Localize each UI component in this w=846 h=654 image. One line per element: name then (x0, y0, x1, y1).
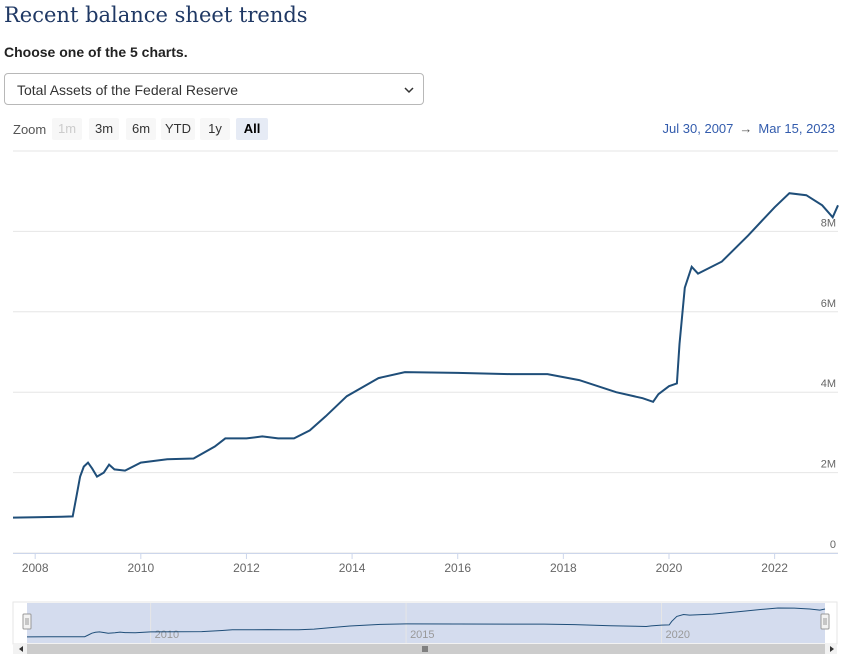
scrollbar-grip-icon (422, 646, 428, 652)
x-tick-label: 2010 (127, 561, 154, 575)
navigator-tick-label: 2010 (155, 629, 179, 641)
zoom-1y-button[interactable]: 1y (200, 118, 230, 140)
date-range-display[interactable]: Jul 30, 2007 → Mar 15, 2023 (663, 121, 835, 136)
zoom-label: Zoom (13, 122, 47, 137)
y-tick-label: 8M (821, 217, 836, 229)
navigator-left-handle[interactable] (22, 613, 32, 630)
gridlines (13, 150, 838, 554)
x-tick-label: 2012 (233, 561, 260, 575)
x-tick-label: 2014 (339, 561, 366, 575)
zoom-6m-button[interactable]: 6m (126, 118, 156, 140)
navigator-right-handle[interactable] (820, 613, 830, 630)
zoom-ytd-button[interactable]: YTD (161, 118, 195, 140)
total-assets-series-line[interactable] (12, 192, 839, 519)
y-tick-label: 2M (821, 459, 836, 471)
navigator-selection[interactable] (27, 603, 825, 643)
x-tick-label: 2022 (761, 561, 788, 575)
chevron-down-icon (404, 87, 414, 94)
navigator[interactable]: 2010 2015 2020 (12, 601, 838, 645)
x-tick-label: 2018 (550, 561, 577, 575)
range-start-date[interactable]: Jul 30, 2007 (662, 121, 734, 136)
zoom-3m-button[interactable]: 3m (89, 118, 119, 140)
y-tick-label: 4M (821, 378, 836, 390)
scroll-right-arrow-icon[interactable] (830, 646, 834, 652)
range-end-date[interactable]: Mar 15, 2023 (758, 121, 835, 136)
scroll-left-arrow-icon[interactable] (19, 646, 23, 652)
navigator-tick-label: 2015 (410, 629, 434, 641)
x-tick-label: 2016 (444, 561, 471, 575)
chart-select-value: Total Assets of the Federal Reserve (17, 82, 238, 98)
chart-chooser-instructions: Choose one of the 5 charts. (4, 44, 188, 60)
x-tick-label: 2008 (22, 561, 49, 575)
page-title: Recent balance sheet trends (4, 3, 308, 27)
zoom-1m-button[interactable]: 1m (52, 118, 82, 140)
x-axis-labels: 2008 2010 2012 2014 2016 2018 2020 2022 (22, 553, 788, 575)
y-tick-label: 6M (821, 298, 836, 310)
navigator-tick-label: 2020 (666, 629, 690, 641)
scrollbar[interactable] (13, 644, 837, 654)
chart-select-dropdown[interactable]: Total Assets of the Federal Reserve (4, 73, 424, 105)
range-arrow-icon: → (739, 121, 753, 136)
navigator-series-line (26, 607, 826, 638)
zoom-all-button[interactable]: All (236, 118, 268, 140)
scrollbar-thumb[interactable] (27, 644, 825, 654)
x-tick-label: 2020 (656, 561, 683, 575)
y-axis-labels: 0 2M 4M 6M 8M (821, 217, 836, 551)
y-tick-label: 0 (830, 539, 836, 551)
navigator-gridlines (150, 603, 663, 643)
